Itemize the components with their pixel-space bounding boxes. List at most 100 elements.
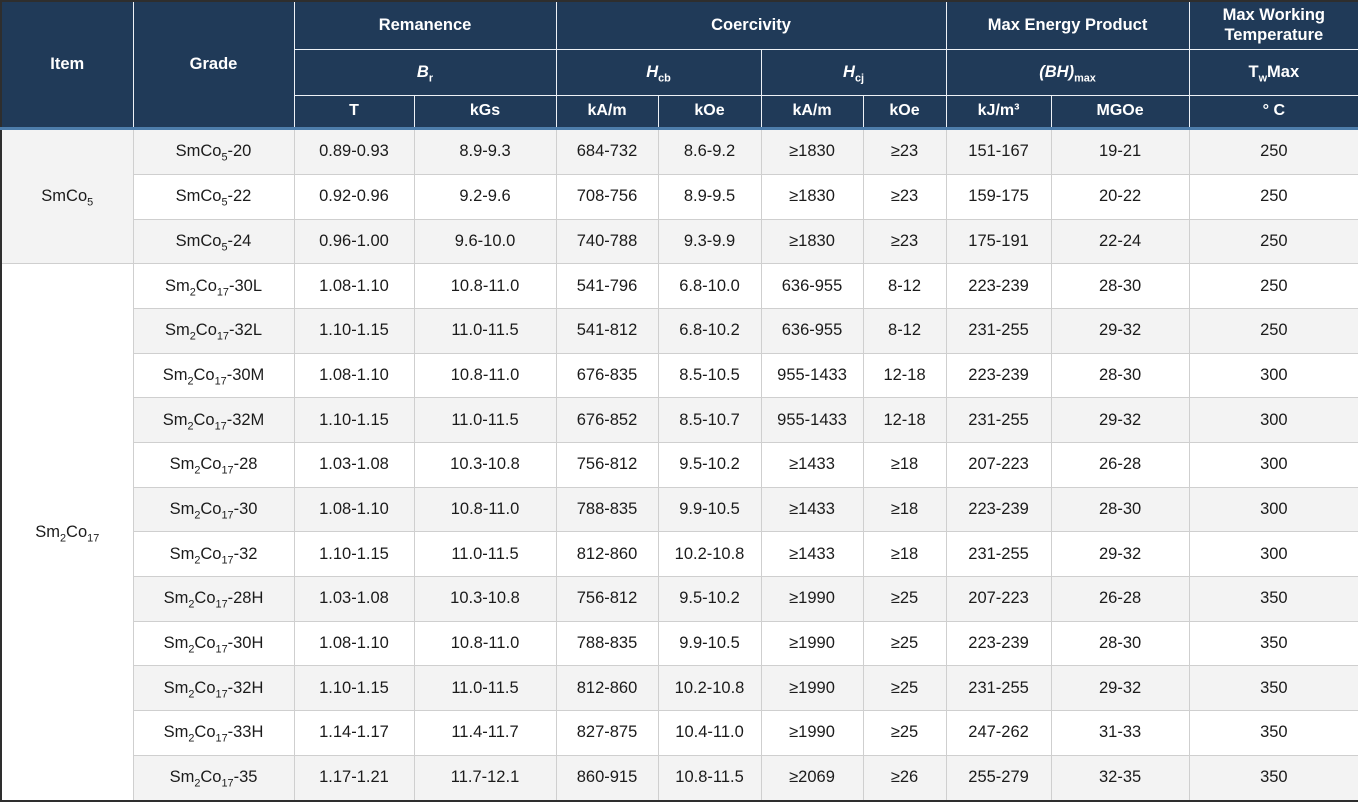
- grade-cell: Sm2Co17-32L: [132, 308, 295, 354]
- value-cell: 10.2-10.8: [657, 531, 762, 578]
- value-cell: 788-835: [555, 620, 659, 667]
- value-cell: 11.0-11.5: [413, 531, 557, 578]
- value-cell: ≥18: [862, 531, 947, 578]
- table-row: Sm2Co17-32M 1.10-1.15 11.0-11.5 676-852 8.5-…: [1, 397, 1358, 444]
- value-cell: 827-875: [555, 710, 659, 756]
- value-cell: ≥25: [862, 620, 947, 667]
- value-cell: 9.2-9.6: [413, 174, 557, 220]
- value-cell: 28-30: [1050, 486, 1190, 533]
- value-cell: 1.08-1.10: [293, 263, 415, 310]
- value-cell: 0.96-1.00: [293, 218, 415, 265]
- value-cell: ≥1830: [760, 174, 864, 220]
- table-row: Sm2Co17-32L 1.10-1.15 11.0-11.5 541-812 6.8-…: [1, 308, 1358, 354]
- value-cell: 8.9-9.5: [657, 174, 762, 220]
- value-cell: 31-33: [1050, 710, 1190, 756]
- value-cell: 9.6-10.0: [413, 218, 557, 265]
- value-cell: 1.10-1.15: [293, 531, 415, 578]
- table-row: SmCo5 SmCo5-20 0.89-0.93 8.9-9.3 684-732 8.6-…: [0, 127, 1358, 265]
- value-cell: 6.8-10.0: [657, 263, 762, 310]
- value-cell: 28-30: [1050, 263, 1190, 310]
- header-row-units: T kGs kA/m kOe kA/m kOe kJ/m³ MGOe ° C: [1, 94, 1358, 130]
- col-header-remanence: Remanence: [293, 0, 557, 50]
- value-cell: 636-955: [760, 263, 864, 310]
- value-cell: 0.92-0.96: [293, 174, 415, 220]
- value-cell: 29-32: [1050, 397, 1190, 444]
- value-cell: 207-223: [945, 576, 1052, 622]
- value-cell: 10.3-10.8: [413, 442, 557, 488]
- table-row: Sm2Co17-30H 1.08-1.10 10.8-11.0 788-835 9.9-…: [1, 620, 1358, 667]
- value-cell: 541-796: [555, 263, 659, 310]
- value-cell: 8.6-9.2: [657, 127, 762, 176]
- col-header-unit-kgs: kGs: [413, 94, 557, 130]
- value-cell: 1.08-1.10: [293, 620, 415, 667]
- col-header-bhmax-symbol: (BH)max: [945, 48, 1190, 96]
- table-row: Sm2Co17-30M 1.08-1.10 10.8-11.0 676-835 8.5-…: [1, 352, 1358, 399]
- item-group-cell: Sm2Co17: [0, 263, 134, 802]
- value-cell: 1.17-1.21: [293, 754, 415, 802]
- value-cell: 250: [1188, 174, 1358, 220]
- value-cell: 29-32: [1050, 531, 1190, 578]
- col-header-unit-hcj-kam: kA/m: [760, 94, 864, 130]
- table-row: Sm2Co17-28 1.03-1.08 10.3-10.8 756-812 9.5-1…: [1, 442, 1358, 488]
- value-cell: 350: [1188, 710, 1358, 756]
- value-cell: 9.3-9.9: [657, 218, 762, 265]
- col-header-unit-hcb-kam: kA/m: [555, 94, 659, 130]
- value-cell: 11.0-11.5: [413, 665, 557, 712]
- value-cell: 9.9-10.5: [657, 486, 762, 533]
- grade-cell: Sm2Co17-28: [132, 442, 295, 488]
- value-cell: 676-835: [555, 352, 659, 399]
- table-row: SmCo5-22 0.92-0.96 9.2-9.6 708-756 8.9-9.5 ≥1…: [1, 174, 1358, 220]
- value-cell: 11.4-11.7: [413, 710, 557, 756]
- value-cell: 19-21: [1050, 127, 1190, 176]
- table-row: Sm2Co17-32H 1.10-1.15 11.0-11.5 812-860 10.2…: [1, 665, 1358, 712]
- value-cell: 250: [1188, 127, 1358, 176]
- value-cell: 955-1433: [760, 397, 864, 444]
- value-cell: ≥25: [862, 665, 947, 712]
- value-cell: ≥2069: [760, 754, 864, 802]
- value-cell: 250: [1188, 308, 1358, 354]
- value-cell: 12-18: [862, 397, 947, 444]
- value-cell: ≥1990: [760, 576, 864, 622]
- value-cell: 231-255: [945, 531, 1052, 578]
- value-cell: 300: [1188, 397, 1358, 444]
- value-cell: ≥25: [862, 710, 947, 756]
- value-cell: 28-30: [1050, 352, 1190, 399]
- value-cell: 676-852: [555, 397, 659, 444]
- grade-cell: Sm2Co17-32M: [132, 397, 295, 444]
- value-cell: 26-28: [1050, 442, 1190, 488]
- value-cell: 955-1433: [760, 352, 864, 399]
- value-cell: ≥1830: [760, 127, 864, 176]
- value-cell: ≥1433: [760, 531, 864, 578]
- grade-cell: SmCo5-24: [132, 218, 295, 265]
- col-header-unit-mgoe: MGOe: [1050, 94, 1190, 130]
- value-cell: 8-12: [862, 308, 947, 354]
- item-group-cell: SmCo5: [0, 127, 134, 265]
- table-body: SmCo5 SmCo5-20 0.89-0.93 8.9-9.3 684-732 8.6-…: [0, 127, 1358, 802]
- value-cell: 231-255: [945, 397, 1052, 444]
- value-cell: 11.7-12.1: [413, 754, 557, 802]
- value-cell: 9.9-10.5: [657, 620, 762, 667]
- table-row: Sm2Co17-32 1.10-1.15 11.0-11.5 812-860 10.2-…: [1, 531, 1358, 578]
- value-cell: 1.10-1.15: [293, 397, 415, 444]
- value-cell: 740-788: [555, 218, 659, 265]
- value-cell: 151-167: [945, 127, 1052, 176]
- value-cell: ≥23: [862, 127, 947, 176]
- value-cell: 250: [1188, 263, 1358, 310]
- col-header-hcb-symbol: Hcb: [555, 48, 762, 96]
- value-cell: 11.0-11.5: [413, 308, 557, 354]
- value-cell: 300: [1188, 531, 1358, 578]
- value-cell: ≥1433: [760, 442, 864, 488]
- col-header-item: Item: [0, 0, 134, 130]
- value-cell: 10.8-11.5: [657, 754, 762, 802]
- value-cell: 231-255: [945, 308, 1052, 354]
- value-cell: 1.08-1.10: [293, 352, 415, 399]
- grade-cell: SmCo5-22: [132, 174, 295, 220]
- value-cell: 223-239: [945, 263, 1052, 310]
- value-cell: ≥23: [862, 174, 947, 220]
- col-header-coercivity: Coercivity: [555, 0, 947, 50]
- value-cell: 12-18: [862, 352, 947, 399]
- value-cell: 26-28: [1050, 576, 1190, 622]
- value-cell: 11.0-11.5: [413, 397, 557, 444]
